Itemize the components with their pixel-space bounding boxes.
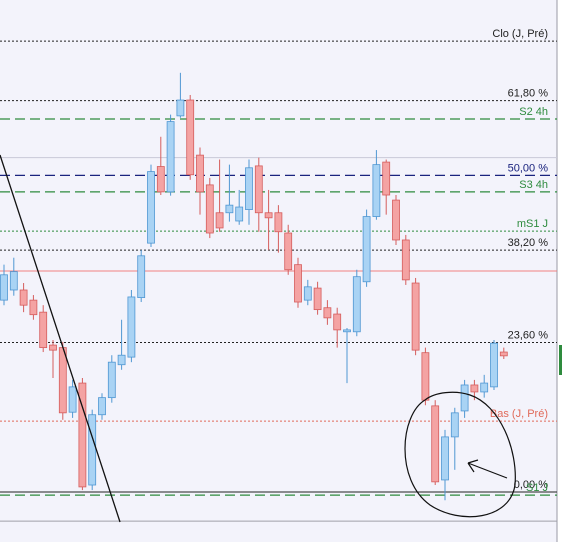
candle-body (78, 382, 87, 488)
candle-body (49, 344, 57, 351)
candle-body (196, 154, 204, 193)
candle-body (470, 384, 479, 393)
candle-body (29, 299, 38, 316)
candle-body (352, 276, 361, 333)
level-label: Clo (J, Pré) (492, 28, 548, 40)
candle-body (186, 99, 195, 176)
trend-line (0, 154, 121, 523)
candle-body (460, 384, 469, 412)
candle-body (441, 436, 449, 481)
axis-marker (559, 345, 562, 375)
candle-body (431, 405, 440, 483)
candle-body (274, 212, 283, 233)
candle-body (68, 386, 77, 413)
candle-body (499, 351, 508, 357)
level-label: S3 4h (519, 179, 548, 191)
candle-body (39, 311, 48, 349)
candle-body (343, 329, 351, 333)
candle-body (382, 161, 391, 196)
level-label: 61,80 % (508, 88, 549, 100)
candle-body (117, 354, 126, 366)
candle-body (294, 264, 302, 303)
hand-drawn-arrow (467, 459, 508, 479)
candle-body (303, 286, 312, 301)
candle-body (411, 282, 420, 351)
candle-body (225, 204, 234, 214)
candle-body (401, 239, 410, 281)
candle-body (235, 206, 244, 222)
candle-body (176, 99, 185, 117)
candle-body (166, 121, 175, 193)
candle-body (58, 347, 67, 414)
candle-body (156, 166, 165, 193)
candle-body (215, 212, 224, 229)
candle-body (205, 184, 214, 234)
candle-body (19, 289, 28, 306)
hand-drawn-circle (404, 391, 516, 518)
level-label: S1 J (526, 482, 548, 494)
level-label: mS1 J (517, 218, 548, 230)
candle-body (421, 352, 430, 401)
candle-body (362, 216, 371, 283)
candle-body (450, 412, 459, 438)
candle-body (0, 274, 8, 301)
candle-body (9, 271, 18, 291)
candle-body (490, 342, 498, 388)
candle-body (137, 255, 146, 298)
level-label: Bas (J, Pré) (490, 408, 548, 420)
candle-body (147, 171, 155, 244)
level-label: 23,60 % (508, 330, 549, 342)
candle-body (372, 164, 381, 217)
candle-body (107, 361, 116, 399)
candle-body (480, 382, 489, 393)
candle-body (88, 414, 97, 486)
candle-body (392, 199, 400, 241)
candle-body (245, 167, 253, 210)
candle-body (254, 165, 263, 214)
candle-body (127, 296, 136, 358)
candle-body (323, 307, 332, 319)
candle-body (333, 313, 342, 331)
level-label: 0,00 % (514, 479, 548, 491)
candle-body (98, 397, 106, 416)
level-label: 38,20 % (508, 237, 549, 249)
candle-body (264, 212, 273, 219)
level-label: 50,00 % (508, 162, 549, 174)
candle-body (284, 232, 293, 271)
candle-body (313, 287, 322, 311)
level-label: S2 4h (519, 106, 548, 118)
